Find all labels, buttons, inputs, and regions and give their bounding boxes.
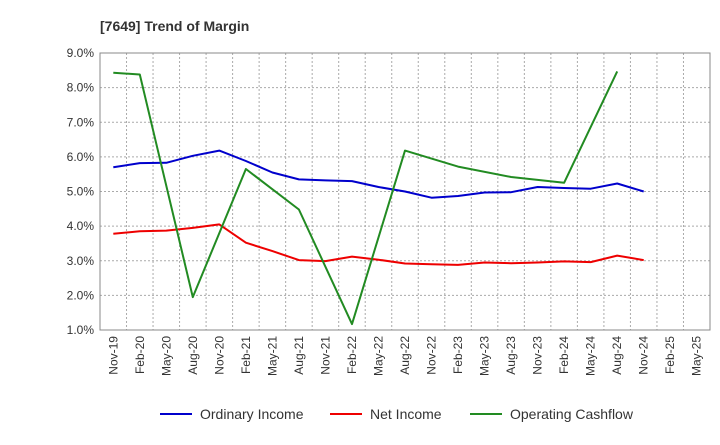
x-tick-label: May-23 xyxy=(478,336,492,376)
x-tick-label: May-25 xyxy=(690,336,704,376)
series-layer xyxy=(113,70,644,326)
chart-title: [7649] Trend of Margin xyxy=(100,18,249,34)
x-tick-label: May-22 xyxy=(371,336,385,376)
y-tick-label: 6.0% xyxy=(67,150,95,164)
x-tick-label: Feb-23 xyxy=(451,336,465,374)
x-axis: Nov-19 Feb-20 May-20 Aug-20 Nov-20 Feb-21 May-… xyxy=(106,336,703,376)
x-tick-label: Aug-20 xyxy=(186,336,200,375)
series-line-operating-cashflow xyxy=(113,70,619,326)
series-line-ordinary-income xyxy=(113,149,644,199)
y-tick-label: 9.0% xyxy=(67,46,95,60)
y-tick-label: 8.0% xyxy=(67,81,95,95)
legend: Ordinary Income Net Income Operating Cashf… xyxy=(160,406,634,422)
x-tick-label: Feb-24 xyxy=(557,336,571,374)
x-tick-label: Nov-19 xyxy=(106,336,120,375)
x-tick-label: Aug-23 xyxy=(504,336,518,375)
x-tick-label: May-20 xyxy=(159,336,173,376)
x-tick-label: Aug-24 xyxy=(610,336,624,375)
x-tick-label: Nov-21 xyxy=(318,336,332,375)
x-tick-label: Feb-22 xyxy=(345,336,359,374)
x-tick-label: Nov-23 xyxy=(531,336,545,375)
x-tick-label: Feb-21 xyxy=(239,336,253,374)
x-tick-label: Aug-21 xyxy=(292,336,306,375)
series-line-net-income xyxy=(113,223,644,266)
x-tick-label: Feb-20 xyxy=(133,336,147,374)
x-tick-label: Feb-25 xyxy=(663,336,677,374)
y-tick-label: 2.0% xyxy=(67,288,95,302)
y-tick-label: 4.0% xyxy=(67,219,95,233)
legend-label-ordinary-income: Ordinary Income xyxy=(200,406,304,422)
y-tick-label: 5.0% xyxy=(67,185,95,199)
y-tick-label: 1.0% xyxy=(67,323,95,337)
plot-area-frame xyxy=(99,52,711,331)
y-tick-label: 3.0% xyxy=(67,254,95,268)
x-tick-label: May-21 xyxy=(265,336,279,376)
legend-label-net-income: Net Income xyxy=(370,406,442,422)
x-tick-label: Nov-20 xyxy=(212,336,226,375)
x-tick-label: May-24 xyxy=(584,336,598,376)
y-axis: 1.0% 2.0% 3.0% 4.0% 5.0% 6.0% 7.0% 8.0% 9.0% xyxy=(67,46,95,337)
x-tick-label: Nov-24 xyxy=(637,336,651,375)
x-tick-label: Aug-22 xyxy=(398,336,412,375)
legend-label-operating-cashflow: Operating Cashflow xyxy=(510,406,634,422)
y-tick-label: 7.0% xyxy=(67,115,95,129)
x-tick-label: Nov-22 xyxy=(425,336,439,375)
